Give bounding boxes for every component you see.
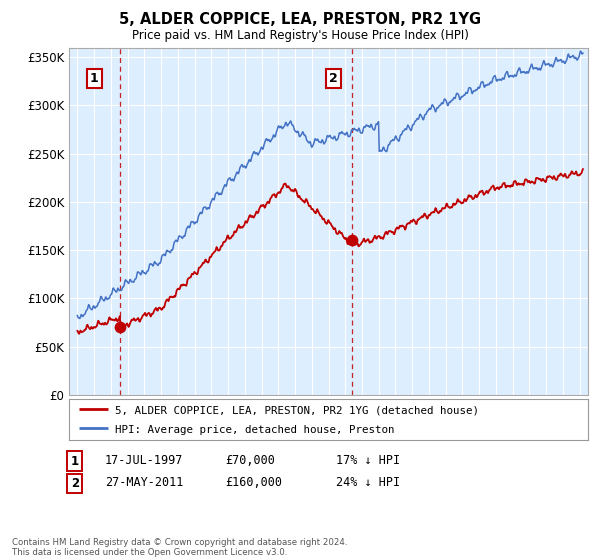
Text: 2: 2: [329, 72, 338, 85]
Text: 27-MAY-2011: 27-MAY-2011: [105, 476, 184, 489]
Text: 17-JUL-1997: 17-JUL-1997: [105, 454, 184, 466]
Text: £160,000: £160,000: [225, 476, 282, 489]
Point: [347, 236, 357, 245]
Text: 1: 1: [71, 455, 79, 468]
Text: 17% ↓ HPI: 17% ↓ HPI: [336, 454, 400, 466]
Text: HPI: Average price, detached house, Preston: HPI: Average price, detached house, Pres…: [115, 424, 394, 435]
Text: 5, ALDER COPPICE, LEA, PRESTON, PR2 1YG: 5, ALDER COPPICE, LEA, PRESTON, PR2 1YG: [119, 12, 481, 27]
Text: 24% ↓ HPI: 24% ↓ HPI: [336, 476, 400, 489]
Text: 2: 2: [71, 477, 79, 490]
Text: 1: 1: [90, 72, 98, 85]
Point: [115, 323, 125, 332]
Text: Contains HM Land Registry data © Crown copyright and database right 2024.
This d: Contains HM Land Registry data © Crown c…: [12, 538, 347, 557]
Text: Price paid vs. HM Land Registry's House Price Index (HPI): Price paid vs. HM Land Registry's House …: [131, 29, 469, 42]
Text: 5, ALDER COPPICE, LEA, PRESTON, PR2 1YG (detached house): 5, ALDER COPPICE, LEA, PRESTON, PR2 1YG …: [115, 405, 479, 416]
Text: £70,000: £70,000: [225, 454, 275, 466]
